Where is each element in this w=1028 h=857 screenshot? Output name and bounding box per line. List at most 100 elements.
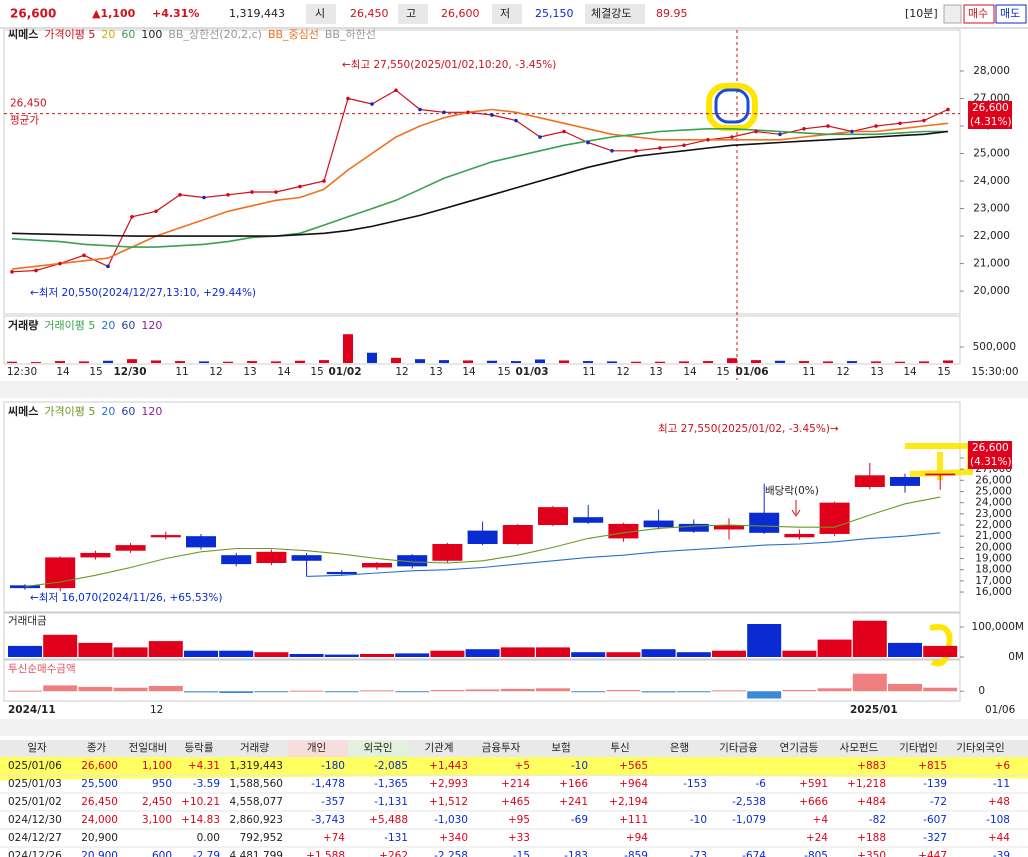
y-tick-label: 21,000 — [975, 530, 1012, 542]
column-header: 등락률 — [185, 742, 214, 754]
table-cell: +94 — [626, 832, 648, 844]
candle-body — [925, 473, 956, 476]
table-cell: +166 — [559, 778, 588, 790]
y-tick-label: 26,000 — [975, 474, 1012, 486]
label-bg — [492, 4, 522, 24]
date-label: 2024/11 — [8, 704, 56, 716]
column-header: 기타법인 — [899, 742, 938, 754]
avg-price: 26,450 — [10, 98, 47, 110]
legend-entry: 거래량 — [8, 318, 38, 332]
amount-bar — [360, 654, 394, 657]
trust-bar — [571, 691, 606, 693]
table-cell: -1,079 — [732, 814, 766, 826]
y-tick-label: 18,000 — [975, 564, 1012, 576]
volume-bar — [703, 361, 713, 363]
volume-bar — [247, 361, 257, 363]
legend-entry: 씨메스 — [8, 404, 38, 418]
current-price: 26,600 — [10, 7, 56, 21]
sell-label[interactable]: 매도 — [1000, 7, 1020, 20]
table-cell: +4 — [813, 814, 829, 826]
y-tick-label: 16,000 — [975, 586, 1012, 598]
price-point — [466, 110, 470, 115]
volume-bar — [559, 360, 569, 363]
table-cell: +565 — [619, 760, 648, 772]
time-label: 01/06 — [735, 366, 768, 378]
moving-average — [11, 130, 949, 237]
y-tick-label: 21,000 — [973, 258, 1010, 270]
y-tick-label: 22,000 — [975, 519, 1012, 531]
moving-average — [24, 496, 941, 588]
table-cell: +214 — [501, 778, 530, 790]
y-tick-label: 0 — [978, 685, 985, 697]
volume-bar — [823, 361, 833, 363]
settings-button[interactable] — [943, 4, 962, 24]
volume-bar — [487, 360, 497, 363]
table-cell: +2,194 — [609, 796, 648, 808]
lower-price-frame — [3, 401, 961, 613]
volume-bar — [583, 361, 593, 363]
volume-bar — [463, 360, 473, 363]
investor-table: 일자 종가 전일대비 등락률 거래량 개인 외국인 기관계 금융투자 보험 투신 은행 기타금융 연기금등… — [0, 740, 1028, 857]
price-point — [178, 192, 182, 197]
table-cell: 025/01/02 — [8, 796, 62, 808]
volume-bar — [391, 357, 401, 363]
time-label: 01/02 — [328, 366, 361, 378]
trust-bar — [78, 686, 113, 692]
time-label: 14 — [903, 366, 917, 378]
price-point — [946, 107, 950, 112]
table-cell: -357 — [321, 796, 345, 808]
trust-bar — [606, 690, 641, 692]
legend-entry: BB_상한선(20,2,c) — [168, 28, 262, 41]
y-tick-label: 24,000 — [975, 497, 1012, 509]
label-bg — [585, 4, 645, 24]
high-price: 26,600 — [441, 7, 480, 20]
price-point — [394, 88, 398, 93]
table-cell: +883 — [857, 760, 886, 772]
time-label: 15 — [310, 366, 323, 378]
time-label: 15 — [89, 366, 102, 378]
column-header: 기관계 — [425, 742, 454, 754]
volume-bar — [295, 360, 305, 363]
amount-bar — [113, 647, 148, 657]
column-header: 기타금융 — [719, 742, 758, 754]
buy-label[interactable]: 매수 — [968, 7, 988, 20]
candle-body — [467, 530, 498, 545]
table-cell: +666 — [799, 796, 828, 808]
volume-bar — [343, 334, 353, 363]
amount-bar — [500, 647, 535, 657]
table-cell: -139 — [923, 778, 947, 790]
time-label: 13 — [429, 366, 442, 378]
amount-bar — [254, 652, 289, 657]
table-cell: +24 — [806, 832, 828, 844]
amount-bar — [219, 650, 254, 657]
table-cell: -2,258 — [434, 850, 468, 857]
amount-bar — [395, 653, 430, 657]
price-point — [106, 264, 110, 269]
time-label: 14 — [462, 366, 476, 378]
yellow-mark — [929, 624, 953, 667]
interval[interactable]: [10분] — [905, 7, 938, 20]
amount-bar — [536, 647, 570, 657]
table-cell: -3,743 — [311, 814, 345, 826]
lower-toolbar[interactable] — [0, 719, 1028, 736]
upper-volume-frame — [3, 315, 961, 365]
upper-toolbar[interactable] — [0, 381, 1028, 398]
sell-button[interactable] — [995, 4, 1027, 24]
table-cell: 26,450 — [81, 796, 118, 808]
price-point — [778, 132, 782, 137]
column-header: 종가 — [87, 742, 107, 754]
table-cell: +447 — [918, 850, 947, 857]
y-tick-label: 23,000 — [973, 203, 1010, 215]
table-cell: -153 — [683, 778, 707, 790]
volume-bar — [847, 361, 857, 363]
table-cell: -1,030 — [434, 814, 468, 826]
buy-button[interactable] — [963, 4, 995, 24]
table-cell: +2,993 — [429, 778, 468, 790]
trust-bar — [641, 691, 676, 693]
table-cell: -2,085 — [374, 760, 408, 772]
price-point — [898, 121, 902, 126]
trust-bar — [536, 688, 570, 692]
amount-bar — [289, 654, 324, 657]
volume-bar — [679, 361, 689, 363]
table-cell: 0.00 — [197, 832, 220, 844]
